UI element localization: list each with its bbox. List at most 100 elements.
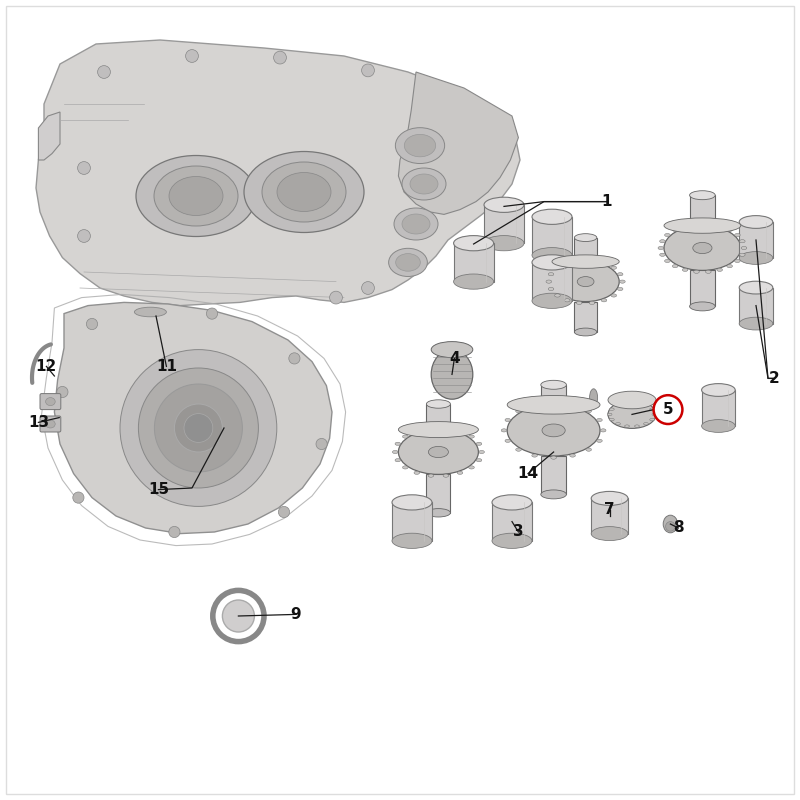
- Ellipse shape: [244, 151, 364, 233]
- Circle shape: [222, 600, 254, 632]
- Ellipse shape: [404, 134, 436, 157]
- Text: 3: 3: [513, 525, 524, 539]
- Ellipse shape: [665, 259, 670, 262]
- Ellipse shape: [591, 491, 628, 506]
- Ellipse shape: [577, 258, 582, 262]
- Ellipse shape: [727, 228, 733, 231]
- Ellipse shape: [739, 318, 773, 330]
- Ellipse shape: [739, 216, 773, 228]
- Bar: [492, 502, 532, 541]
- Ellipse shape: [154, 166, 238, 226]
- Bar: [702, 390, 735, 426]
- FancyBboxPatch shape: [40, 416, 61, 432]
- Text: 7: 7: [604, 502, 615, 517]
- Ellipse shape: [484, 235, 524, 251]
- Polygon shape: [398, 72, 518, 214]
- Ellipse shape: [625, 425, 630, 427]
- Polygon shape: [38, 112, 60, 160]
- Ellipse shape: [702, 420, 735, 432]
- Ellipse shape: [565, 298, 570, 302]
- Ellipse shape: [469, 435, 474, 438]
- Ellipse shape: [570, 454, 575, 457]
- Bar: [591, 498, 628, 534]
- Ellipse shape: [395, 128, 445, 163]
- Ellipse shape: [693, 242, 712, 254]
- Circle shape: [289, 353, 300, 364]
- Ellipse shape: [666, 522, 675, 531]
- Text: 5: 5: [662, 402, 674, 417]
- Ellipse shape: [616, 422, 621, 425]
- Ellipse shape: [507, 395, 600, 414]
- Ellipse shape: [597, 418, 602, 422]
- Text: 2: 2: [769, 371, 780, 386]
- Bar: [426, 474, 450, 513]
- Ellipse shape: [532, 248, 572, 263]
- Ellipse shape: [548, 287, 554, 290]
- Ellipse shape: [492, 533, 532, 549]
- Ellipse shape: [618, 287, 623, 290]
- Ellipse shape: [607, 414, 612, 416]
- Ellipse shape: [552, 262, 619, 302]
- Bar: [541, 456, 566, 494]
- Ellipse shape: [546, 280, 551, 283]
- Circle shape: [78, 162, 90, 174]
- Ellipse shape: [611, 266, 617, 270]
- Circle shape: [98, 66, 110, 78]
- Ellipse shape: [665, 234, 670, 237]
- Ellipse shape: [672, 265, 678, 268]
- Ellipse shape: [739, 253, 745, 256]
- Bar: [541, 385, 566, 405]
- Text: 1: 1: [601, 194, 612, 209]
- Ellipse shape: [532, 254, 572, 270]
- Ellipse shape: [548, 273, 554, 276]
- Ellipse shape: [541, 380, 566, 390]
- Ellipse shape: [658, 246, 663, 250]
- Ellipse shape: [169, 177, 223, 215]
- Ellipse shape: [650, 418, 654, 421]
- Ellipse shape: [565, 262, 570, 265]
- Ellipse shape: [410, 174, 438, 194]
- Ellipse shape: [431, 342, 473, 358]
- Ellipse shape: [625, 402, 630, 404]
- Ellipse shape: [690, 190, 715, 200]
- Ellipse shape: [501, 429, 507, 432]
- Ellipse shape: [610, 418, 614, 421]
- Ellipse shape: [414, 430, 420, 433]
- Circle shape: [186, 50, 198, 62]
- Ellipse shape: [550, 456, 556, 459]
- Ellipse shape: [454, 235, 494, 250]
- Ellipse shape: [734, 234, 740, 237]
- Ellipse shape: [402, 168, 446, 200]
- Circle shape: [73, 492, 84, 503]
- Ellipse shape: [618, 273, 623, 276]
- Ellipse shape: [46, 398, 55, 406]
- Ellipse shape: [532, 454, 538, 457]
- Polygon shape: [54, 302, 332, 534]
- Ellipse shape: [532, 293, 572, 309]
- Ellipse shape: [682, 268, 688, 271]
- Text: 14: 14: [518, 466, 538, 481]
- Ellipse shape: [717, 225, 722, 228]
- Bar: [690, 195, 715, 226]
- Ellipse shape: [577, 302, 582, 305]
- Circle shape: [174, 404, 222, 452]
- Ellipse shape: [532, 404, 538, 407]
- Ellipse shape: [395, 442, 401, 446]
- Ellipse shape: [443, 426, 449, 430]
- Circle shape: [78, 230, 90, 242]
- Ellipse shape: [664, 218, 741, 234]
- Circle shape: [362, 64, 374, 77]
- FancyBboxPatch shape: [40, 394, 61, 410]
- Polygon shape: [36, 40, 520, 306]
- Ellipse shape: [136, 155, 256, 237]
- Ellipse shape: [398, 422, 478, 438]
- Ellipse shape: [414, 471, 420, 474]
- Ellipse shape: [476, 458, 482, 462]
- Ellipse shape: [601, 429, 606, 432]
- Bar: [574, 302, 597, 332]
- Ellipse shape: [392, 494, 432, 510]
- Ellipse shape: [554, 294, 560, 297]
- Circle shape: [57, 386, 68, 398]
- Ellipse shape: [550, 402, 556, 405]
- Circle shape: [362, 282, 374, 294]
